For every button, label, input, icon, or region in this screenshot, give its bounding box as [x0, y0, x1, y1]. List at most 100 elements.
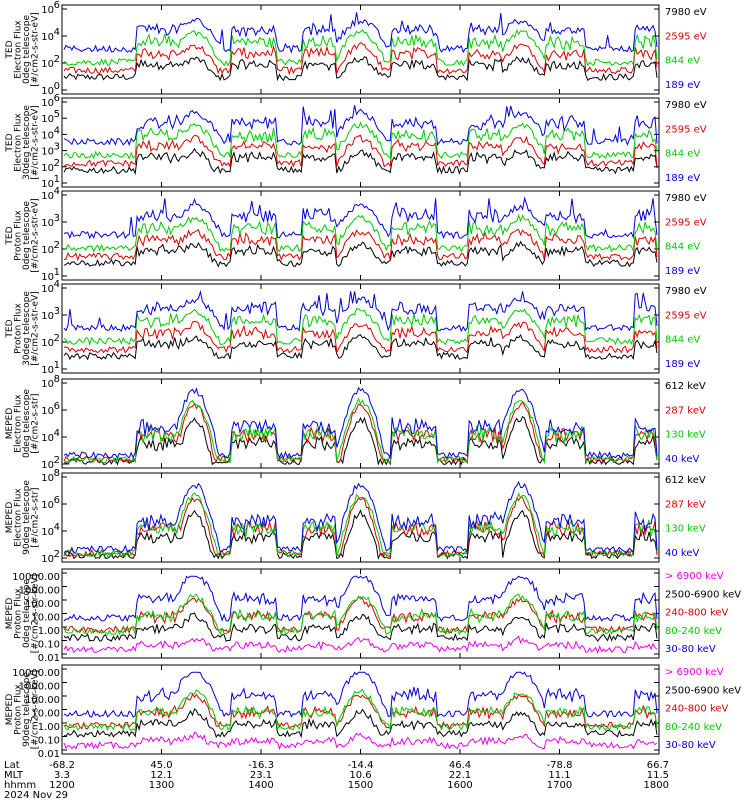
y-tick-label: 10 — [41, 114, 54, 125]
y-tick-label: 10 — [41, 59, 54, 70]
y-axis-label: TED — [5, 319, 15, 338]
x-tick-label: 1300 — [149, 780, 174, 791]
y-tick-label: 10 — [41, 338, 54, 349]
legend-entry: 2500-6900 keV — [665, 685, 741, 696]
y-axis-label: MEPED — [5, 502, 15, 534]
y-tick-exponent: 8 — [54, 468, 60, 479]
legend-entry: 612 keV — [665, 381, 706, 392]
y-tick-label: 10 — [41, 272, 54, 283]
y-tick-label: 10 — [41, 554, 54, 565]
y-axis-label: 0deg telescope — [22, 579, 32, 649]
y-tick-label: 1.00 — [38, 722, 60, 733]
legend-entry: 189 eV — [665, 80, 700, 91]
series-line — [63, 671, 658, 719]
y-axis-label: Electron Flux — [14, 113, 24, 172]
y-axis-label: 30deg telescope — [22, 105, 32, 180]
series-line — [63, 492, 658, 558]
series-line — [63, 333, 658, 361]
legend-entry: 80-240 keV — [665, 722, 722, 733]
series-line — [63, 693, 658, 730]
y-tick-label: 10 — [41, 379, 54, 390]
y-axis-label: [#/cm2-s-str] — [31, 487, 41, 547]
legend-entry: 2500-6900 keV — [665, 589, 741, 600]
y-axis-label: Electron Flux — [14, 488, 24, 547]
y-tick-label: 10000.00 — [12, 572, 60, 583]
y-tick-exponent: 1 — [54, 174, 60, 185]
panel-frame — [61, 664, 660, 755]
legend-entry: 844 eV — [665, 149, 700, 160]
y-tick-exponent: 4 — [54, 522, 60, 533]
y-tick-label: 10 — [41, 527, 54, 538]
series-line — [63, 480, 658, 554]
x-tick-label: -68.2 — [49, 760, 75, 771]
y-tick-exponent: 6 — [54, 93, 60, 104]
y-axis-label: [#/cm2-s-str-eV] — [31, 105, 41, 180]
y-tick-label: 1.00 — [38, 626, 60, 637]
y-axis-label: 0deg telescope — [22, 389, 32, 459]
series-line — [63, 593, 658, 636]
y-tick-exponent: 3 — [54, 142, 60, 153]
y-axis-label: [#/cm2-s-str-eV] — [31, 198, 41, 273]
legend-entry: 130 keV — [665, 524, 706, 535]
y-tick-exponent: 4 — [54, 428, 60, 439]
y-tick-exponent: 2 — [54, 240, 60, 251]
series-line — [63, 688, 658, 732]
x-axis-row-label: MLT — [4, 770, 24, 781]
y-tick-label: 0.10 — [38, 736, 60, 747]
y-tick-label: 10 — [41, 5, 54, 16]
y-tick-label: 100.00 — [25, 695, 60, 706]
x-tick-label: 46.4 — [449, 760, 471, 771]
series-line — [63, 196, 658, 240]
y-tick-label: 10 — [41, 163, 54, 174]
y-tick-label: 1000.00 — [19, 682, 60, 693]
y-tick-exponent: 2 — [54, 549, 60, 560]
y-tick-exponent: 2 — [54, 158, 60, 169]
x-tick-label: 66.7 — [647, 760, 669, 771]
x-tick-label: 1200 — [49, 780, 74, 791]
series-line — [63, 289, 658, 333]
y-axis-label: [#/cm2-s-str] — [31, 393, 41, 453]
y-tick-label: 10000.00 — [12, 668, 60, 679]
y-tick-label: 10 — [41, 98, 54, 109]
legend-entry: 40 keV — [665, 454, 699, 465]
panel-frame — [61, 283, 660, 374]
legend-entry: 7980 eV — [665, 7, 707, 18]
series-line — [63, 147, 658, 176]
y-tick-exponent: 6 — [54, 495, 60, 506]
x-axis-row-label: Lat — [4, 760, 20, 771]
y-tick-exponent: 1 — [54, 360, 60, 371]
legend-entry: > 6900 keV — [665, 667, 724, 678]
x-tick-label: -78.8 — [547, 760, 573, 771]
legend-entry: 189 eV — [665, 266, 700, 277]
series-line — [63, 12, 658, 54]
legend-entry: > 6900 keV — [665, 571, 724, 582]
y-tick-label: 10 — [41, 460, 54, 471]
legend-entry: 7980 eV — [665, 100, 707, 111]
y-tick-exponent: 8 — [54, 374, 60, 385]
legend-entry: 2595 eV — [665, 310, 707, 321]
x-tick-label: 1500 — [348, 780, 373, 791]
series-line — [63, 397, 658, 465]
legend-entry: 240-800 keV — [665, 704, 729, 715]
legend-entry: 2595 eV — [665, 217, 707, 228]
y-tick-label: 10 — [41, 147, 54, 158]
y-tick-exponent: 1 — [54, 267, 60, 278]
y-tick-label: 10 — [41, 500, 54, 511]
series-line — [63, 56, 658, 82]
series-line — [63, 213, 658, 253]
y-tick-label: 10 — [41, 473, 54, 484]
legend-entry: 2595 eV — [665, 31, 707, 42]
series-line — [63, 228, 658, 262]
y-tick-label: 100.00 — [25, 599, 60, 610]
x-tick-label: 1400 — [248, 780, 273, 791]
x-tick-label: 1800 — [644, 780, 669, 791]
y-tick-label: 10.00 — [31, 613, 60, 624]
y-tick-exponent: 2 — [54, 54, 60, 65]
